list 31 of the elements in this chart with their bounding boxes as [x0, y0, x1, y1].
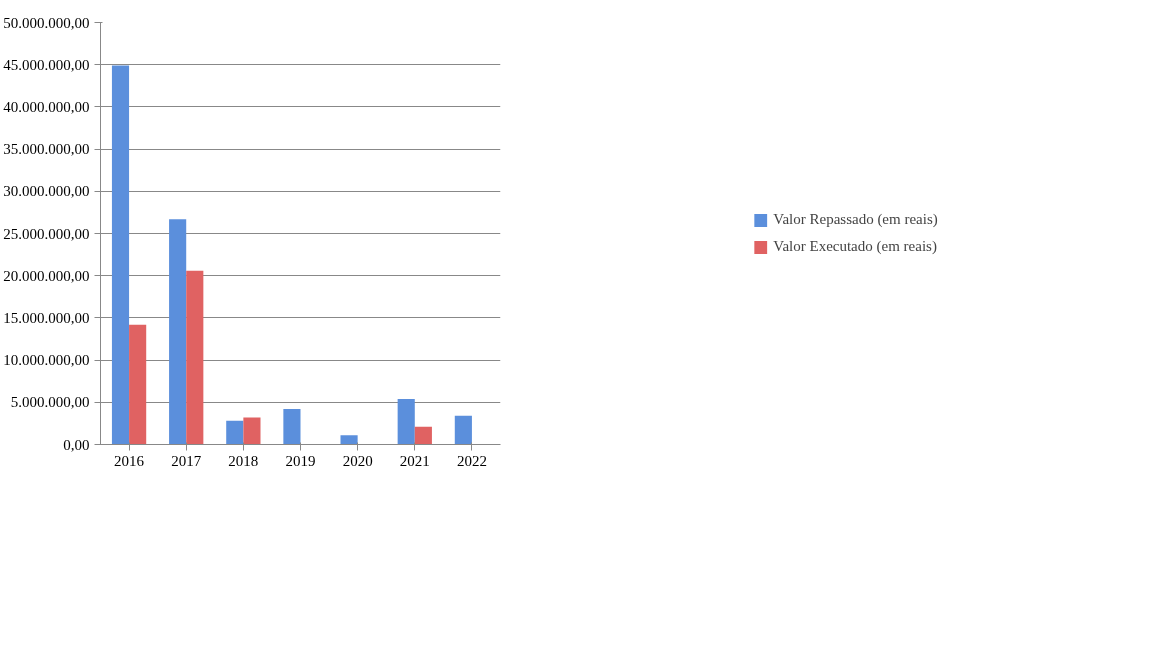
x-tick-label: 2022	[456, 452, 487, 469]
y-tick-label: 5.000.000,00	[10, 394, 90, 411]
y-tick-label: 10.000.000,00	[3, 352, 90, 369]
bar	[129, 324, 147, 445]
y-tick-label: 30.000.000,00	[3, 183, 90, 200]
y-tick-label: 40.000.000,00	[3, 98, 90, 115]
y-tick-label: 15.000.000,00	[3, 309, 90, 326]
bar	[111, 65, 130, 445]
y-tick-label: 50.000.000,00	[3, 14, 90, 31]
legend-label: Valor Executado (em reais)	[773, 238, 937, 255]
x-tick-label: 2017	[171, 452, 202, 469]
y-tick-label: 45.000.000,00	[3, 56, 90, 73]
y-tick-label: 20.000.000,00	[3, 267, 90, 284]
bar	[283, 409, 301, 445]
bar	[169, 219, 187, 445]
x-tick-label: 2019	[285, 452, 316, 469]
x-tick-label: 2020	[342, 452, 373, 469]
bar	[186, 270, 204, 445]
x-tick-label: 2021	[399, 452, 430, 469]
bar	[340, 435, 358, 445]
legend-label: Valor Repassado (em reais)	[773, 211, 938, 228]
bar	[454, 415, 472, 445]
bar	[226, 420, 244, 445]
bar	[397, 398, 415, 445]
x-tick-label: 2018	[228, 452, 259, 469]
y-tick-label: 35.000.000,00	[3, 141, 90, 158]
y-tick-label: 25.000.000,00	[3, 225, 90, 242]
bar	[414, 426, 432, 445]
y-tick-label: 0,00	[63, 436, 90, 453]
x-tick-label: 2016	[114, 452, 145, 469]
bar	[243, 417, 261, 445]
